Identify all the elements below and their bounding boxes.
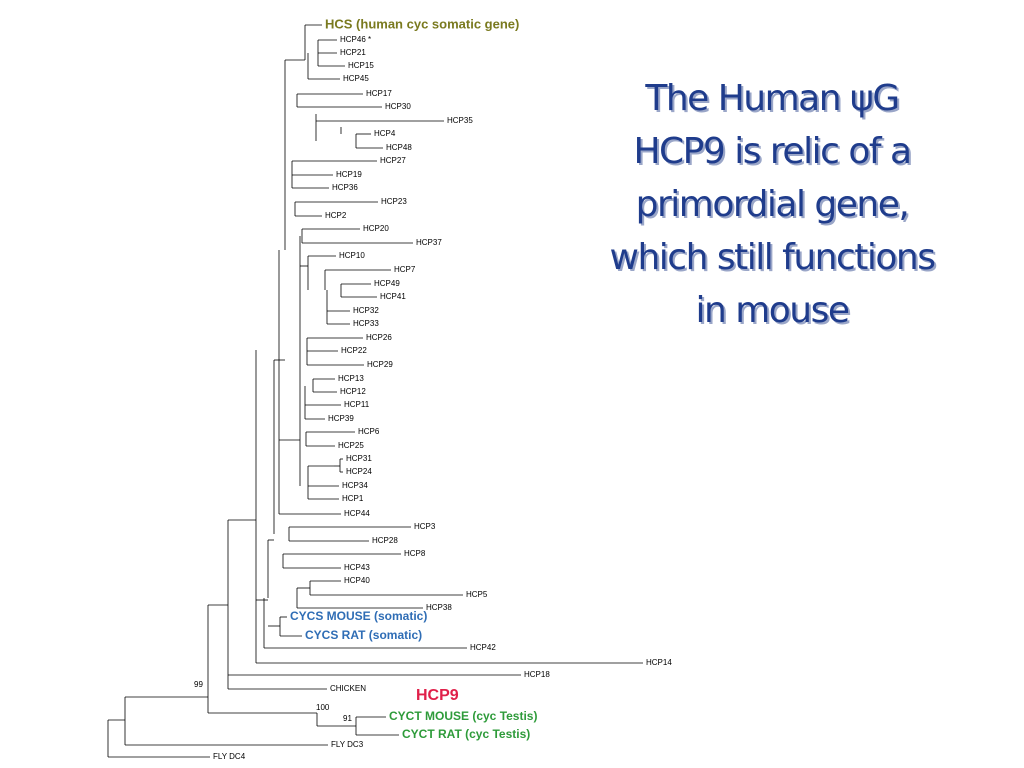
leaf-label: CYCT MOUSE (cyc Testis) — [389, 709, 537, 723]
leaf-label: HCP26 — [366, 333, 392, 342]
title-line: The Human ψG — [644, 78, 898, 119]
leaf-label: HCP17 — [366, 89, 392, 98]
leaf-label: HCP39 — [328, 414, 354, 423]
leaf-label: CHICKEN — [330, 684, 366, 693]
leaf-label: HCP49 — [374, 279, 400, 288]
leaf-label: HCP29 — [367, 360, 393, 369]
leaf-label: HCP18 — [524, 670, 550, 679]
leaf-label: HCP31 — [346, 454, 372, 463]
leaf-label: HCP13 — [338, 374, 364, 383]
tree-labels: HCS (human cyc somatic gene)HCP46 *HCP21… — [194, 16, 672, 761]
leaf-label: HCP27 — [380, 156, 406, 165]
leaf-label: HCP48 — [386, 143, 412, 152]
leaf-label: HCP25 — [338, 441, 364, 450]
leaf-label: HCP14 — [646, 658, 672, 667]
title-shadow: in mouse — [697, 292, 850, 333]
leaf-label: HCP45 — [343, 74, 369, 83]
leaf-label: FLY DC3 — [331, 740, 364, 749]
leaf-label: HCP19 — [336, 170, 362, 179]
leaf-label: HCP4 — [374, 129, 396, 138]
leaf-label: HCP3 — [414, 522, 436, 531]
tree — [107, 24, 643, 758]
title-shadow: which still functions — [612, 239, 937, 280]
leaf-label: HCP15 — [348, 61, 374, 70]
leaf-label: HCP10 — [339, 251, 365, 260]
leaf-label: HCP32 — [353, 306, 379, 315]
leaf-label: HCP9 — [416, 687, 459, 704]
leaf-label: HCP36 — [332, 183, 358, 192]
title-line: HCP9 is relic of a — [633, 131, 910, 172]
leaf-label: HCP44 — [344, 509, 370, 518]
leaf-label: HCP35 — [447, 116, 473, 125]
leaf-label: HCP7 — [394, 265, 416, 274]
leaf-label: HCP1 — [342, 494, 364, 503]
leaf-label: HCP20 — [363, 224, 389, 233]
title-shadow: The Human ψG — [646, 80, 900, 121]
leaf-label: HCS (human cyc somatic gene) — [325, 16, 519, 31]
leaf-label: HCP46 * — [340, 35, 371, 44]
leaf-label: HCP42 — [470, 643, 496, 652]
leaf-label: HCP40 — [344, 576, 370, 585]
leaf-label: HCP6 — [358, 427, 380, 436]
leaf-label: HCP28 — [372, 536, 398, 545]
leaf-label: HCP34 — [342, 481, 368, 490]
leaf-label: CYCT RAT (cyc Testis) — [402, 727, 530, 741]
title-shadow: primordial gene, — [638, 186, 911, 227]
leaf-label: HCP5 — [466, 590, 488, 599]
leaf-label: HCP41 — [380, 292, 406, 301]
bootstrap-value: 99 — [194, 680, 203, 689]
leaf-label: CYCS RAT (somatic) — [305, 628, 422, 642]
title-line: which still functions — [610, 237, 935, 278]
leaf-label: HCP12 — [340, 387, 366, 396]
leaf-label: HCP24 — [346, 467, 372, 476]
leaf-label: HCP33 — [353, 319, 379, 328]
leaf-label: HCP23 — [381, 197, 407, 206]
leaf-label: HCP30 — [385, 102, 411, 111]
leaf-label: HCP11 — [344, 400, 370, 409]
leaf-label: HCP21 — [340, 48, 366, 57]
leaf-label: HCP22 — [341, 346, 367, 355]
leaf-label: HCP38 — [426, 603, 452, 612]
leaf-label: HCP8 — [404, 549, 426, 558]
title-line: primordial gene, — [636, 184, 909, 225]
leaf-label: HCP43 — [344, 563, 370, 572]
bootstrap-value: 100 — [316, 703, 330, 712]
leaf-label: HCP37 — [416, 238, 442, 247]
bootstrap-value: 91 — [343, 714, 352, 723]
title-line: in mouse — [695, 290, 848, 331]
leaf-label: FLY DC4 — [213, 752, 246, 761]
leaf-label: HCP2 — [325, 211, 347, 220]
leaf-label: CYCS MOUSE (somatic) — [290, 609, 427, 623]
title-shadow: HCP9 is relic of a — [635, 133, 912, 174]
